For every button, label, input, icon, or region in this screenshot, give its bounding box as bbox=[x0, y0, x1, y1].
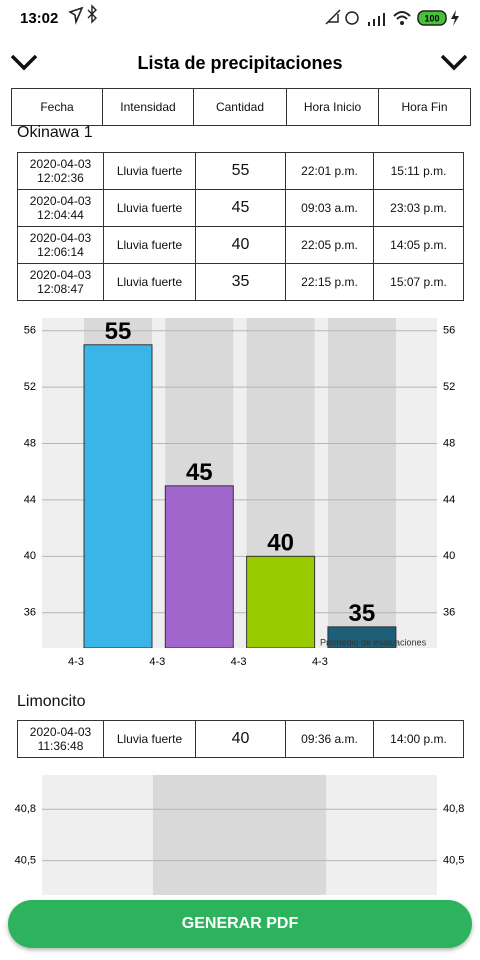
chart: 36 36 40 40 44 44 48 48 52 52 56 56 55 4-3 45 4-3 40 4-3 3… bbox=[24, 318, 455, 668]
section-name: Limoncito bbox=[17, 693, 86, 710]
table-cell: 14:00 p.m. bbox=[374, 721, 464, 758]
table-cell: 09:03 a.m. bbox=[286, 190, 374, 227]
table-cell: 40 bbox=[196, 721, 286, 758]
table-cell: 2020-04-03 11:36:48 bbox=[18, 721, 104, 758]
table-row: 2020-04-03 12:04:44 Lluvia fuerte 45 09:03 … bbox=[18, 190, 464, 227]
wifi-dot bbox=[400, 21, 404, 25]
header-row: Fecha Intensidad Cantidad Hora Inicio Hora F… bbox=[12, 89, 471, 126]
bar-value-label: 40 bbox=[267, 530, 294, 557]
y2-tick-label: 48 bbox=[443, 437, 455, 449]
header-cell: Hora Inicio bbox=[287, 89, 379, 126]
table-cell: Lluvia fuerte bbox=[104, 721, 196, 758]
battery-level: 100 bbox=[424, 13, 439, 23]
table-cell: Lluvia fuerte bbox=[104, 190, 196, 227]
section-table: 2020-04-03 11:36:48 Lluvia fuerte 40 09:36 … bbox=[17, 720, 464, 758]
x-tick-label: 4-3 bbox=[149, 656, 165, 668]
table-row: 2020-04-03 11:36:48 Lluvia fuerte 40 09:36 … bbox=[18, 721, 464, 758]
section-table: 2020-04-03 12:02:36 Lluvia fuerte 55 22:01 … bbox=[17, 152, 464, 301]
location-icon bbox=[68, 6, 84, 25]
table-cell: 40 bbox=[196, 227, 286, 264]
y2-tick-label: 40,5 bbox=[443, 855, 464, 867]
charging-icon bbox=[451, 10, 459, 26]
bluetooth-icon bbox=[87, 4, 97, 24]
mute-icon bbox=[325, 9, 341, 25]
signal-icon bbox=[368, 13, 385, 26]
generate-pdf-button[interactable]: GENERAR PDF bbox=[8, 900, 472, 948]
legend-entry: Promedio de evaluaciones bbox=[320, 637, 427, 647]
header-cell: Fecha bbox=[12, 89, 103, 126]
table-cell: 35 bbox=[196, 264, 286, 301]
bar-value-label: 55 bbox=[105, 318, 132, 345]
table-cell: 15:11 p.m. bbox=[374, 153, 464, 190]
bar bbox=[246, 555, 316, 648]
table-cell: 2020-04-03 12:02:36 bbox=[18, 153, 104, 190]
table-header: Fecha Intensidad Cantidad Hora Inicio Hora F… bbox=[11, 88, 471, 126]
collapse-right[interactable] bbox=[440, 54, 468, 71]
header-cell: Intensidad bbox=[103, 89, 194, 126]
page-title: Lista de precipitaciones bbox=[137, 53, 342, 73]
x-tick-label: 4-3 bbox=[312, 656, 328, 668]
wifi-icon bbox=[393, 11, 411, 20]
y-tick-label: 40,5 bbox=[15, 855, 36, 867]
y2-tick-label: 56 bbox=[443, 325, 455, 337]
table-row: 2020-04-03 12:02:36 Lluvia fuerte 55 22:01 … bbox=[18, 153, 464, 190]
table-cell: Lluvia fuerte bbox=[104, 153, 196, 190]
bar-value-label: 45 bbox=[186, 459, 213, 486]
table-cell: 14:05 p.m. bbox=[374, 227, 464, 264]
y-tick-label: 44 bbox=[24, 494, 36, 506]
bar-value-label: 35 bbox=[349, 600, 376, 627]
table-cell: 15:07 p.m. bbox=[374, 264, 464, 301]
y-tick-label: 40,8 bbox=[15, 803, 36, 815]
x-tick-label: 4-3 bbox=[68, 656, 84, 668]
y-tick-label: 56 bbox=[24, 325, 36, 337]
y-tick-label: 36 bbox=[24, 607, 36, 619]
y-tick-label: 48 bbox=[24, 437, 36, 449]
table-cell: 55 bbox=[196, 153, 286, 190]
battery-icon bbox=[417, 10, 447, 26]
table-cell: 2020-04-03 12:08:47 bbox=[18, 264, 104, 301]
status-time: 13:02 bbox=[20, 10, 58, 27]
bars bbox=[83, 344, 397, 648]
chart: 40,8 40,8 40,5 40,5 bbox=[15, 775, 464, 895]
table-cell: 22:01 p.m. bbox=[286, 153, 374, 190]
table-cell: 23:03 p.m. bbox=[374, 190, 464, 227]
bar-background bbox=[327, 318, 396, 648]
y-tick-label: 52 bbox=[24, 381, 36, 393]
bar bbox=[164, 485, 234, 648]
y2-tick-label: 40,8 bbox=[443, 803, 464, 815]
table-cell: 22:15 p.m. bbox=[286, 264, 374, 301]
collapse-left[interactable] bbox=[10, 54, 38, 71]
bar-background bbox=[153, 775, 326, 895]
y2-tick-label: 52 bbox=[443, 381, 455, 393]
table-row: 2020-04-03 12:06:14 Lluvia fuerte 40 22:05 … bbox=[18, 227, 464, 264]
table-cell: 22:05 p.m. bbox=[286, 227, 374, 264]
table-cell: 2020-04-03 12:06:14 bbox=[18, 227, 104, 264]
header-cell: Hora Fin bbox=[379, 89, 471, 126]
header-cell: Cantidad bbox=[194, 89, 287, 126]
x-tick-label: 4-3 bbox=[231, 656, 247, 668]
y2-tick-label: 40 bbox=[443, 550, 455, 562]
y2-tick-label: 44 bbox=[443, 494, 455, 506]
alarm-icon bbox=[345, 11, 359, 25]
table-cell: 09:36 a.m. bbox=[286, 721, 374, 758]
table-cell: Lluvia fuerte bbox=[104, 227, 196, 264]
bar bbox=[83, 344, 153, 648]
y2-tick-label: 36 bbox=[443, 607, 455, 619]
table-cell: 2020-04-03 12:04:44 bbox=[18, 190, 104, 227]
section-name: Okinawa 1 bbox=[17, 124, 93, 141]
table-cell: 45 bbox=[196, 190, 286, 227]
bar bbox=[327, 626, 397, 648]
y-tick-label: 40 bbox=[24, 550, 36, 562]
table-row: 2020-04-03 12:08:47 Lluvia fuerte 35 22:15 … bbox=[18, 264, 464, 301]
table-cell: Lluvia fuerte bbox=[104, 264, 196, 301]
